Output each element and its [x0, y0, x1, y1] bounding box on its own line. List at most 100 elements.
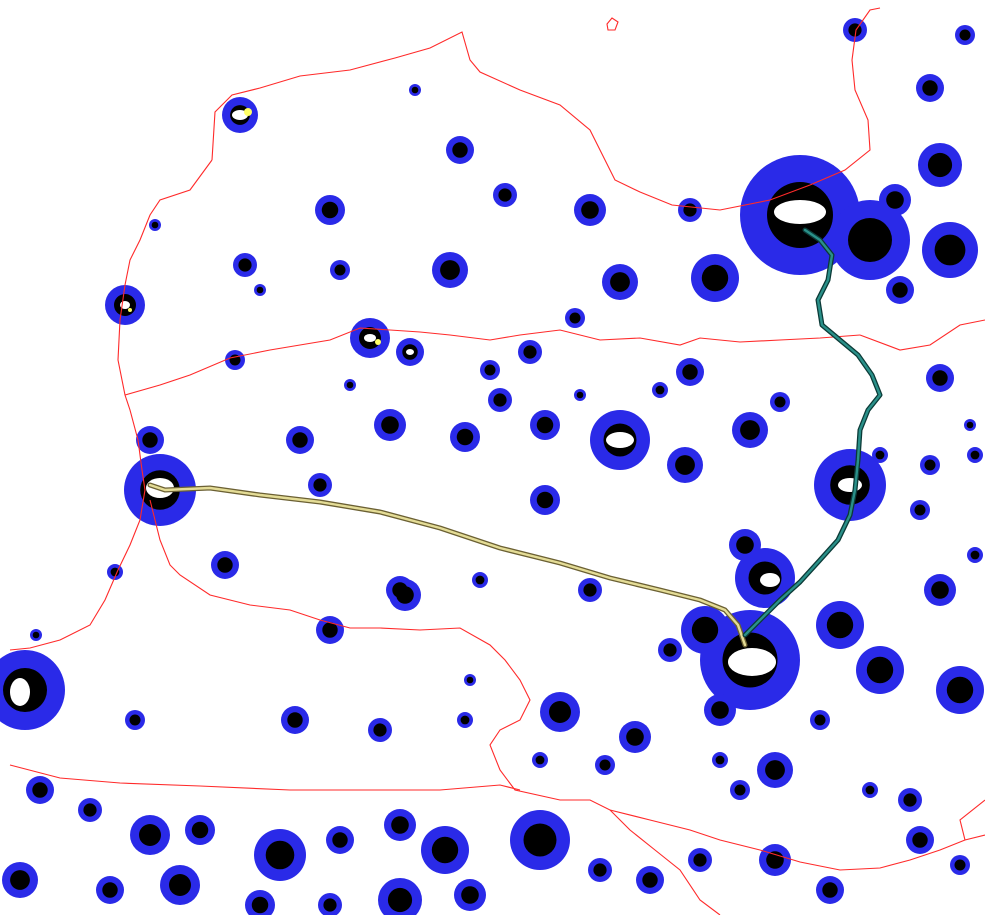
- urban-center: [406, 349, 414, 355]
- light-core: [110, 567, 120, 577]
- light-core: [440, 260, 460, 280]
- light-core: [549, 701, 571, 723]
- light-core: [734, 784, 746, 796]
- light-core: [292, 432, 308, 448]
- light-core: [814, 714, 826, 726]
- light-core: [912, 832, 928, 848]
- light-core: [946, 676, 974, 704]
- light-core: [498, 188, 512, 202]
- light-core: [10, 870, 30, 890]
- light-core: [536, 491, 554, 509]
- light-core: [822, 882, 838, 898]
- light-core: [848, 218, 892, 262]
- light-core: [321, 201, 339, 219]
- light-core: [966, 421, 974, 429]
- urban-highlight: [244, 108, 252, 116]
- light-core: [892, 282, 908, 298]
- border-east: [859, 319, 985, 351]
- light-core: [129, 714, 141, 726]
- border-east-south: [959, 799, 985, 841]
- light-core: [392, 582, 408, 598]
- light-core: [875, 450, 885, 460]
- light-core: [323, 898, 337, 912]
- urban-highlight: [128, 308, 132, 312]
- light-core: [682, 364, 698, 380]
- light-core: [313, 478, 327, 492]
- light-core: [642, 872, 658, 888]
- light-core: [914, 504, 926, 516]
- light-core: [766, 851, 784, 869]
- light-core: [865, 785, 875, 795]
- urban-center: [606, 432, 634, 448]
- route-west-inner: [148, 483, 747, 647]
- light-core: [387, 887, 413, 913]
- light-core: [373, 723, 387, 737]
- light-core: [32, 782, 48, 798]
- border-southeast: [609, 809, 721, 915]
- light-core: [934, 234, 966, 266]
- light-core: [381, 416, 399, 434]
- light-core: [536, 416, 554, 434]
- light-core: [954, 859, 966, 871]
- light-core: [461, 886, 479, 904]
- light-core: [569, 312, 581, 324]
- urban-center: [10, 678, 30, 706]
- urban-center: [232, 110, 248, 120]
- border-middle: [124, 327, 861, 396]
- border-south-2: [9, 764, 521, 791]
- light-core: [334, 264, 346, 276]
- light-core: [411, 86, 419, 94]
- border-south-1: [149, 499, 985, 871]
- light-core: [151, 221, 159, 229]
- light-core: [452, 142, 468, 158]
- urban-center: [364, 334, 376, 342]
- light-core: [711, 701, 729, 719]
- light-core: [32, 631, 40, 639]
- light-core: [142, 432, 158, 448]
- light-core: [523, 823, 557, 857]
- light-core: [238, 258, 252, 272]
- light-core: [251, 896, 269, 914]
- route-north-inner: [743, 228, 882, 637]
- light-core: [493, 393, 507, 407]
- light-core: [346, 381, 354, 389]
- light-core: [903, 793, 917, 807]
- light-core: [583, 583, 597, 597]
- light-core: [826, 611, 854, 639]
- light-core: [256, 286, 264, 294]
- light-core: [932, 370, 948, 386]
- light-core: [332, 832, 348, 848]
- border-west-coast: [211, 7, 881, 211]
- light-core: [593, 863, 607, 877]
- light-core: [663, 643, 677, 657]
- light-core: [484, 364, 496, 376]
- light-core: [922, 80, 938, 96]
- light-core: [655, 385, 665, 395]
- light-core: [765, 760, 785, 780]
- light-core: [970, 550, 980, 560]
- urban-center: [774, 200, 826, 224]
- light-core: [924, 459, 936, 471]
- light-core: [83, 803, 97, 817]
- light-core: [102, 882, 118, 898]
- light-core: [322, 622, 338, 638]
- light-core: [576, 391, 584, 399]
- light-core: [691, 616, 719, 644]
- light-core: [523, 345, 537, 359]
- light-core: [460, 715, 470, 725]
- light-core: [265, 840, 295, 870]
- border-small-island: [606, 17, 619, 31]
- light-core: [740, 420, 760, 440]
- light-core: [610, 272, 630, 292]
- border-west-coast-2: [9, 159, 213, 651]
- light-core: [391, 816, 409, 834]
- light-core: [599, 759, 611, 771]
- light-core: [675, 455, 695, 475]
- light-core: [456, 428, 474, 446]
- light-core: [959, 29, 971, 41]
- light-core: [931, 581, 949, 599]
- light-core: [626, 728, 644, 746]
- light-core: [701, 264, 729, 292]
